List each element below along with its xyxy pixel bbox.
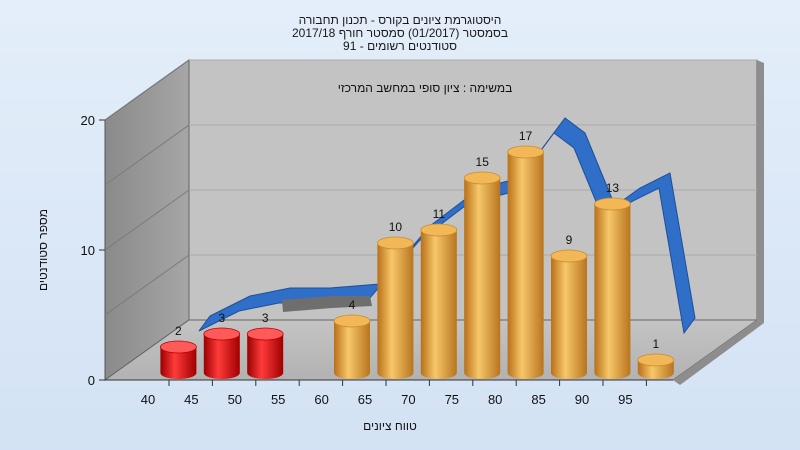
bar-cap bbox=[637, 353, 675, 367]
bar-cylinder bbox=[203, 334, 240, 379]
y-axis-title: מספר סטודנטים bbox=[36, 209, 50, 291]
x-tick-label: 45 bbox=[184, 392, 198, 407]
chart-title-line-1: היסטוגרמת ציונים בקורס - תכנון תחבורה bbox=[298, 13, 502, 27]
x-tick-label: 50 bbox=[228, 392, 242, 407]
bar-cylinder bbox=[160, 347, 197, 379]
floor-edge bbox=[673, 320, 764, 385]
bar-cylinder bbox=[594, 204, 631, 379]
bar-value-label: 4 bbox=[349, 298, 356, 312]
trend-ribbon-grey-segment bbox=[282, 296, 372, 312]
bar-cylinder bbox=[377, 243, 414, 379]
bar-cylinder bbox=[551, 256, 587, 379]
x-tick-label: 95 bbox=[618, 392, 632, 407]
bar-cap bbox=[246, 327, 284, 341]
bar-cap bbox=[376, 236, 414, 250]
bar-value-label: 2 bbox=[175, 324, 182, 338]
bar-value-label: 10 bbox=[389, 220, 403, 234]
bar-value-label: 13 bbox=[606, 181, 620, 195]
bar-value-label: 11 bbox=[433, 207, 446, 221]
bar-value-label: 1 bbox=[652, 337, 659, 351]
x-tick-label: 60 bbox=[314, 392, 328, 407]
bar-cap bbox=[420, 223, 458, 237]
bar-cap bbox=[594, 197, 631, 211]
bar-value-label: 3 bbox=[218, 311, 225, 325]
bar-value-label: 17 bbox=[519, 129, 533, 143]
bar-cap bbox=[333, 314, 371, 328]
x-tick-label: 80 bbox=[488, 392, 502, 407]
x-tick-label: 55 bbox=[271, 392, 285, 407]
chart-subtitle: במשימה : ציון סופי במחשב המרכזי bbox=[338, 81, 513, 95]
bar-value-label: 3 bbox=[262, 311, 269, 325]
bar-cap bbox=[550, 249, 588, 263]
back-wall-edge bbox=[757, 60, 764, 323]
grid-line-side bbox=[104, 254, 190, 316]
bar-cap bbox=[159, 340, 197, 354]
x-tick-label: 85 bbox=[531, 392, 545, 407]
grid-line-side bbox=[104, 189, 190, 251]
bar-value-label: 15 bbox=[476, 155, 490, 169]
bar-cap bbox=[463, 171, 501, 185]
y-tick-label: 0 bbox=[88, 373, 95, 388]
grid-line-side bbox=[104, 124, 190, 186]
bar-cylinder bbox=[420, 230, 457, 379]
x-tick-label: 40 bbox=[141, 392, 155, 407]
x-tick-label: 70 bbox=[401, 392, 415, 407]
x-tick-label: 75 bbox=[445, 392, 459, 407]
chart-title-line-2: בסמסטר (01/2017) סמסטר חורף 2017/18 bbox=[291, 26, 509, 40]
bar-cylinder bbox=[334, 321, 370, 379]
y-tick-label: 10 bbox=[81, 243, 95, 258]
bar-cap bbox=[507, 145, 544, 159]
bar-cylinder bbox=[464, 178, 501, 379]
bar-cap bbox=[203, 327, 241, 341]
x-tick-label: 65 bbox=[358, 392, 372, 407]
bar-cylinder bbox=[247, 334, 284, 379]
bar-value-label: 9 bbox=[566, 233, 573, 247]
chart-title-line-3: 91 - סטודנטים רשומים bbox=[343, 39, 457, 53]
x-tick-label: 90 bbox=[575, 392, 589, 407]
bar-cylinder bbox=[507, 152, 544, 379]
x-axis-title: טווח ציונים bbox=[363, 419, 417, 433]
grid-line-side bbox=[104, 59, 190, 121]
y-tick-label: 20 bbox=[81, 113, 95, 128]
